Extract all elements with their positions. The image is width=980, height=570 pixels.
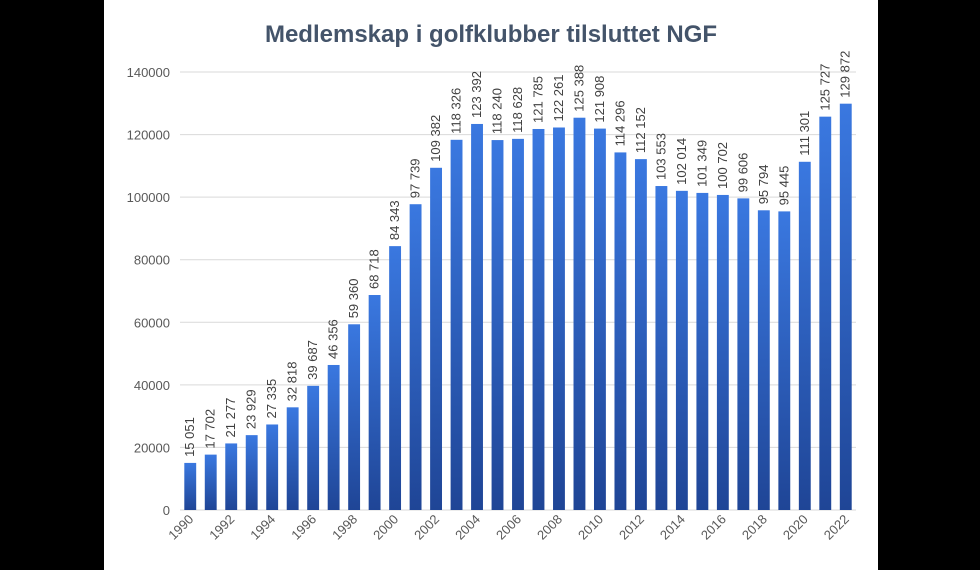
data-label: 121 908 [592,76,607,123]
data-label: 112 152 [633,107,648,153]
bar [593,128,606,510]
chart-panel: Medlemskap i golfklubber tilsluttet NGF … [104,0,878,570]
bar [286,407,299,510]
bar [491,140,504,511]
bar [266,424,279,510]
x-tick-label: 2010 [575,512,606,543]
bar-chart: Medlemskap i golfklubber tilsluttet NGF … [127,21,856,543]
bar [696,192,709,510]
bar [532,128,545,510]
x-axis-tick-labels: 1990 1992 1994 1996 1998 2000 2002 2004 2006 2008… [165,512,852,543]
bar [245,435,258,510]
data-label: 122 261 [551,74,566,121]
data-label: 59 360 [346,279,361,319]
data-label: 123 392 [469,71,484,118]
bar [512,138,524,510]
x-tick-label: 2008 [534,512,565,543]
x-tick-label: 2012 [616,512,647,543]
bar [839,103,852,511]
bar [307,385,320,510]
data-label: 39 687 [305,340,320,380]
data-label: 46 356 [326,319,341,359]
bar [819,116,832,510]
bar [614,152,627,510]
bar [450,139,463,510]
data-label: 121 785 [530,76,545,123]
y-axis-tick-labels: 0 20000 40000 60000 80000 100000 120000 140000 [127,65,170,518]
bar [389,246,402,511]
bar [225,443,238,510]
bar [655,186,668,510]
y-tick-label: 60000 [134,315,170,330]
x-tick-label: 2022 [821,512,852,543]
data-label: 118 240 [490,88,505,134]
x-tick-label: 2006 [493,512,524,543]
bar [348,324,361,510]
data-label: 114 296 [612,100,627,146]
x-tick-label: 1992 [206,512,237,543]
x-tick-label: 2002 [411,512,442,543]
bar [471,123,483,510]
y-tick-label: 140000 [127,65,170,80]
data-label: 95 445 [776,166,791,206]
x-tick-label: 2004 [452,512,483,543]
data-label: 23 929 [244,389,259,429]
data-label: 109 382 [428,115,443,162]
bar [716,194,729,510]
x-tick-label: 2016 [698,512,729,543]
data-label: 15 051 [182,417,197,457]
x-tick-label: 1998 [329,512,360,543]
bar [409,204,422,510]
data-label: 129 872 [838,51,853,98]
bar [634,159,647,510]
bar [327,364,340,510]
data-label: 118 628 [510,87,525,133]
bar [204,454,217,510]
data-label: 32 818 [285,362,300,402]
data-label: 111 301 [797,111,812,156]
x-tick-label: 1994 [247,512,278,543]
x-tick-label: 2014 [657,512,688,543]
bar [757,210,770,510]
x-tick-label: 2020 [780,512,811,543]
bar [553,127,565,510]
data-label: 27 335 [264,379,279,419]
bar [737,198,750,510]
bar [368,295,381,510]
data-label: 99 606 [735,153,750,193]
data-label: 95 794 [756,165,771,205]
bar [430,167,443,511]
data-label: 97 739 [408,158,423,198]
y-tick-label: 100000 [127,190,170,205]
x-tick-label: 1996 [288,512,319,543]
bars [184,103,852,511]
bar [778,211,791,510]
y-tick-label: 40000 [134,378,170,393]
y-tick-label: 0 [163,503,170,518]
data-label: 125 727 [817,64,832,111]
data-label: 84 343 [387,200,402,240]
data-label: 101 349 [694,140,709,187]
data-label: 103 553 [653,133,668,180]
data-label: 125 388 [571,65,586,112]
bar [675,190,688,510]
bar [798,161,811,510]
y-tick-label: 80000 [134,253,170,268]
x-tick-label: 2000 [370,512,401,543]
data-label: 118 326 [449,88,464,134]
bar [184,462,197,510]
bar [573,117,586,510]
data-label: 21 277 [223,398,238,438]
y-tick-label: 20000 [134,440,170,455]
chart-title: Medlemskap i golfklubber tilsluttet NGF [265,21,717,48]
y-tick-label: 120000 [127,128,170,143]
data-label: 102 014 [674,138,689,185]
data-label: 17 702 [203,409,218,449]
data-label: 100 702 [715,142,730,189]
data-labels: 15 051 17 702 21 277 23 929 27 335 32 818 39 6… [182,51,853,457]
data-label: 68 718 [367,249,382,289]
x-tick-label: 2018 [739,512,770,543]
